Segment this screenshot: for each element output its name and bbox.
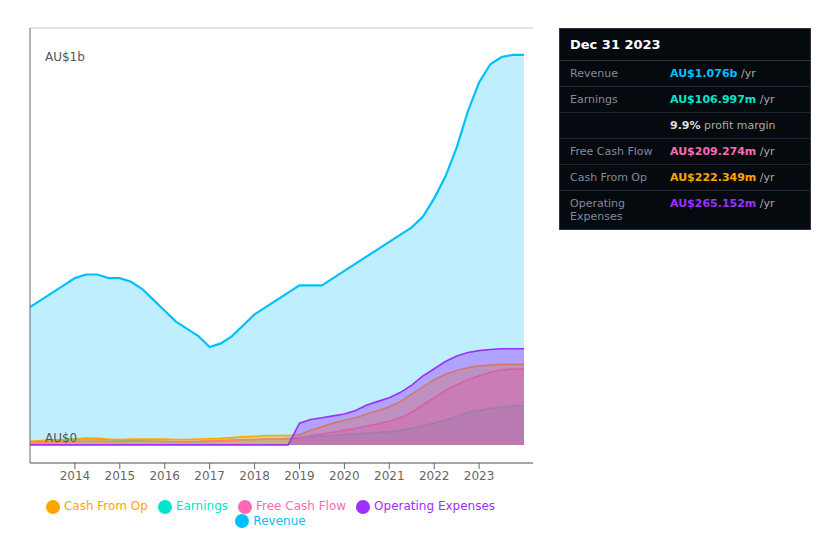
html-text:Operating Expenses: Operating Expenses (374, 499, 496, 513)
svg-text:AU$1b: AU$1b (45, 50, 85, 64)
svg-text:2016: 2016 (149, 469, 180, 483)
html-text:AU$222.349m /yr: AU$222.349m /yr (670, 171, 775, 184)
svg-text:2023: 2023 (464, 469, 495, 483)
svg-text:2018: 2018 (239, 469, 270, 483)
html-text:Dec 31 2023: Dec 31 2023 (570, 37, 661, 52)
html-text:9.9% profit margin: 9.9% profit margin (670, 119, 776, 132)
svg-text:2015: 2015 (105, 469, 136, 483)
html-text:AU$1.076b /yr: AU$1.076b /yr (670, 67, 756, 80)
html-text:Earnings: Earnings (175, 499, 228, 513)
html-text:Cash From Op: Cash From Op (570, 171, 647, 184)
svg-text:2019: 2019 (284, 469, 315, 483)
html-text:Cash From Op: Cash From Op (63, 499, 148, 513)
html-text:AU$265.152m /yr: AU$265.152m /yr (670, 197, 775, 210)
svg-text:2014: 2014 (60, 469, 91, 483)
svg-text:2021: 2021 (374, 469, 405, 483)
html-text:Operating Expenses: Operating Expenses (570, 197, 625, 223)
html-text:Revenue: Revenue (570, 67, 618, 80)
svg-text:2022: 2022 (419, 469, 450, 483)
svg-text:AU$0: AU$0 (45, 431, 77, 445)
html-text:Free Cash Flow: Free Cash Flow (256, 499, 347, 513)
html-text:Free Cash Flow: Free Cash Flow (570, 145, 653, 158)
svg-text:2020: 2020 (329, 469, 360, 483)
html-text:Revenue: Revenue (253, 513, 306, 528)
html-text:AU$106.997m /yr: AU$106.997m /yr (670, 93, 775, 106)
html-text:Earnings: Earnings (570, 93, 618, 106)
svg-text:2017: 2017 (194, 469, 225, 483)
html-text:AU$209.274m /yr: AU$209.274m /yr (670, 145, 775, 158)
